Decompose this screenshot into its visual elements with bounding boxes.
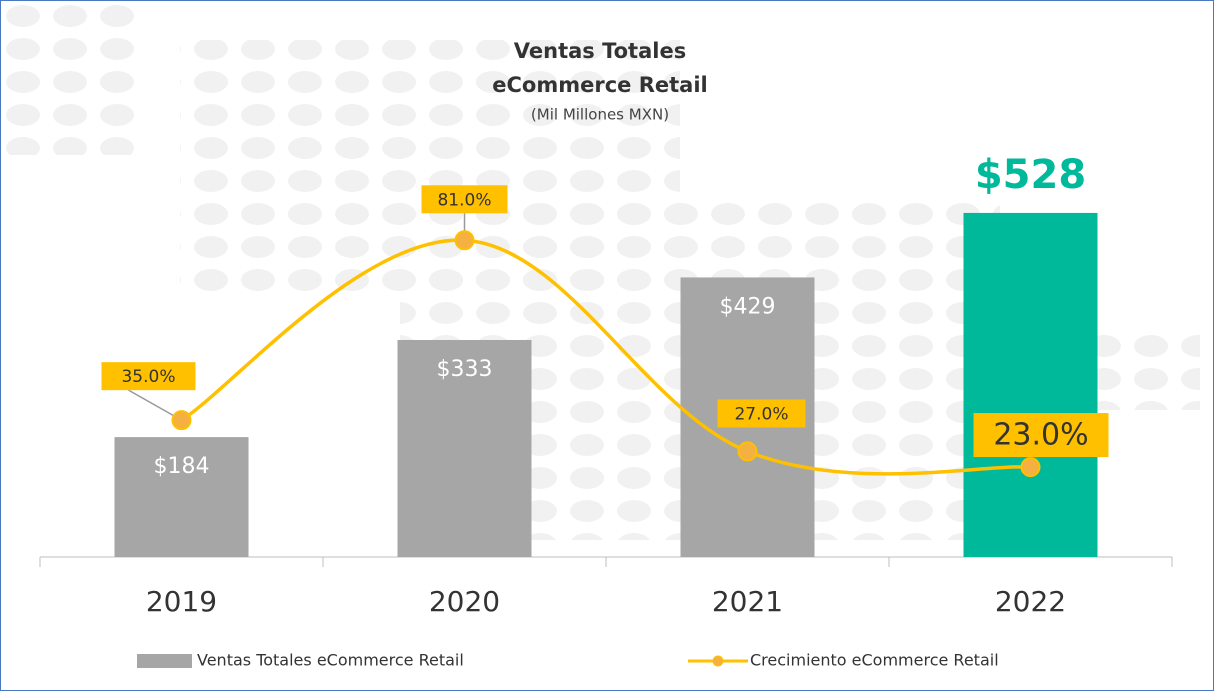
bar bbox=[963, 212, 1098, 558]
legend-label: Ventas Totales eCommerce Retail bbox=[197, 651, 464, 670]
x-tick-label: 2021 bbox=[712, 585, 783, 618]
chart-subtitle: (Mil Millones MXN) bbox=[531, 106, 669, 124]
x-tick-label: 2022 bbox=[995, 585, 1066, 618]
bar-value-label: $333 bbox=[437, 357, 493, 382]
line-value-label: 81.0% bbox=[437, 190, 491, 210]
x-tick-label: 2020 bbox=[429, 585, 500, 618]
legend-swatch-point bbox=[712, 655, 724, 667]
leader-line bbox=[128, 389, 182, 421]
bar-value-label: $184 bbox=[154, 454, 210, 479]
x-tick-label: 2019 bbox=[146, 585, 217, 618]
label-box bbox=[421, 185, 508, 214]
label-box bbox=[973, 413, 1109, 458]
legend-label: Crecimiento eCommerce Retail bbox=[750, 651, 999, 670]
line bbox=[180, 238, 1031, 476]
label-box bbox=[717, 399, 806, 428]
line-value-label: 23.0% bbox=[993, 418, 1088, 453]
line-value-label: 27.0% bbox=[734, 404, 788, 424]
bar bbox=[397, 339, 532, 557]
line-point bbox=[737, 441, 758, 462]
chart-title: Ventas Totales bbox=[514, 39, 686, 63]
line-value-label: 35.0% bbox=[121, 367, 175, 387]
legend-swatch bbox=[137, 654, 192, 668]
line-point bbox=[1020, 457, 1041, 478]
bar-value-label: $528 bbox=[975, 152, 1086, 198]
line-point bbox=[171, 410, 192, 431]
bar-value-label: $429 bbox=[720, 294, 776, 319]
bar bbox=[114, 437, 249, 557]
chart-title: eCommerce Retail bbox=[492, 73, 707, 97]
line-point bbox=[454, 230, 475, 251]
label-box bbox=[101, 362, 196, 391]
legend: Ventas Totales eCommerce Retail Crecimien… bbox=[137, 651, 999, 670]
